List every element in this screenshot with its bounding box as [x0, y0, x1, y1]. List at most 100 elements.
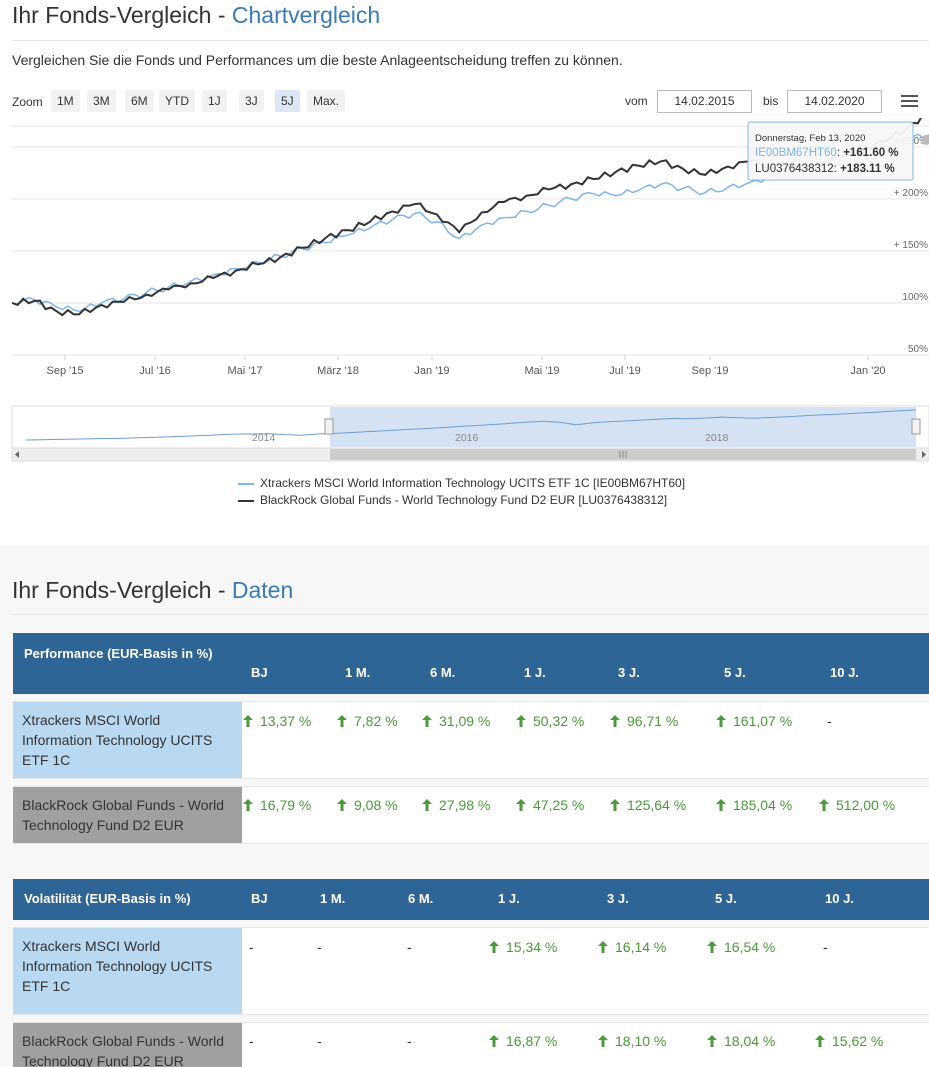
- navigator-handle-right[interactable]: [911, 418, 921, 435]
- chart-gridlines: [12, 125, 929, 356]
- value-cell: 27,98 %: [422, 797, 490, 813]
- intro-text: Vergleichen Sie die Fonds und Performanc…: [12, 52, 623, 68]
- legend-item-blackrock[interactable]: BlackRock Global Funds - World Technolog…: [238, 493, 667, 507]
- from-date-input[interactable]: 14.02.2015: [657, 90, 752, 113]
- x-tick-label: Jan '19: [414, 365, 449, 377]
- zoom-button-3j[interactable]: 3J: [239, 90, 264, 112]
- performance-table-header: Performance (EUR-Basis in %) BJ 1 M. 6 M…: [13, 633, 929, 694]
- value-cell: 47,25 %: [516, 797, 584, 813]
- value-cell: 13,37 %: [243, 713, 311, 729]
- zoom-label: Zoom: [12, 95, 43, 109]
- col-header-1j: 1 J.: [498, 891, 520, 906]
- value-cell: 15,34 %: [489, 939, 557, 955]
- table-row: Xtrackers MSCI World Information Technol…: [13, 927, 929, 1015]
- value-cell: 16,87 %: [489, 1033, 557, 1049]
- arrow-up-icon: [815, 1035, 825, 1047]
- performance-table: Performance (EUR-Basis in %) BJ 1 M. 6 M…: [13, 633, 929, 844]
- value-cell: 15,62 %: [815, 1033, 883, 1049]
- fund-name[interactable]: Xtrackers MSCI World Information Technol…: [13, 702, 242, 778]
- y-tick-label: + 200%: [894, 188, 928, 199]
- arrow-up-icon: [337, 715, 347, 727]
- navigator-year-2016: 2016: [455, 432, 479, 444]
- x-tick-label: Jan '20: [850, 365, 885, 377]
- value-cell: 18,04 %: [707, 1033, 775, 1049]
- value-cell: 16,54 %: [707, 939, 775, 955]
- zoom-button-5j[interactable]: 5J: [275, 90, 300, 112]
- arrow-up-icon: [516, 799, 526, 811]
- value-cell: 185,04 %: [716, 797, 792, 813]
- scroll-right-icon[interactable]: [922, 451, 926, 458]
- fund-name[interactable]: BlackRock Global Funds - World Technolog…: [13, 1023, 242, 1067]
- chart-tooltip: Donnerstag, Feb 13, 2020 IE00BM67HT60: +…: [747, 121, 914, 181]
- arrow-up-icon: [707, 1035, 717, 1047]
- navigator-selection[interactable]: [330, 407, 916, 447]
- legend-label: BlackRock Global Funds - World Technolog…: [260, 493, 668, 507]
- zoom-button-6m[interactable]: 6M: [125, 90, 154, 112]
- tooltip-series1-value: +161.60 %: [843, 147, 898, 159]
- value-cell: 18,10 %: [598, 1033, 666, 1049]
- x-tick-label: Mai '19: [524, 365, 559, 377]
- zoom-button-1j[interactable]: 1J: [202, 90, 227, 112]
- col-header-bj: BJ: [251, 891, 268, 906]
- value-cell: 31,09 %: [422, 713, 490, 729]
- value-cell: -: [407, 939, 412, 955]
- arrow-up-icon: [598, 1035, 608, 1047]
- navigator-year-2018: 2018: [705, 432, 729, 444]
- arrow-up-icon: [243, 715, 253, 727]
- fund-name[interactable]: Xtrackers MSCI World Information Technol…: [13, 928, 242, 1014]
- navigator-handle-left[interactable]: [324, 418, 334, 435]
- tooltip-series1: IE00BM67HT60: +161.60 %: [755, 147, 899, 159]
- col-header-5j: 5 J.: [715, 891, 737, 906]
- value-cell: -: [249, 939, 254, 955]
- arrow-up-icon: [716, 799, 726, 811]
- title-divider: [12, 40, 929, 41]
- navigator[interactable]: 2014 2016 2018: [0, 402, 929, 464]
- scrollbar-grip-icon[interactable]: [619, 451, 627, 458]
- zoom-button-1m[interactable]: 1M: [51, 90, 80, 112]
- arrow-up-icon: [610, 715, 620, 727]
- value-cell: -: [407, 1033, 412, 1049]
- scroll-left-icon[interactable]: [15, 451, 19, 458]
- arrow-up-icon: [716, 715, 726, 727]
- data-title-prefix: Ihr Fonds-Vergleich -: [12, 577, 232, 603]
- value-cell: 125,64 %: [610, 797, 686, 813]
- legend-swatch-black: [238, 499, 254, 502]
- col-header-1m: 1 M.: [345, 665, 371, 680]
- value-cell: 16,79 %: [243, 797, 311, 813]
- value-cell: 96,71 %: [610, 713, 678, 729]
- zoom-button-max[interactable]: Max.: [307, 90, 346, 112]
- to-label: bis: [763, 94, 779, 108]
- value-cell: -: [317, 1033, 322, 1049]
- col-header-6m: 6 M.: [408, 891, 434, 906]
- tooltip-series2: LU0376438312: +183.11 %: [755, 163, 895, 175]
- page-title-prefix: Ihr Fonds-Vergleich -: [12, 2, 232, 28]
- from-label: vom: [625, 94, 648, 108]
- performance-table-title: Performance (EUR-Basis in %): [24, 646, 213, 661]
- chart-menu-icon[interactable]: [901, 95, 918, 109]
- to-date-input[interactable]: 14.02.2020: [787, 90, 882, 113]
- arrow-up-icon: [610, 799, 620, 811]
- col-header-10j: 10 J.: [830, 665, 859, 680]
- value-cell: 512,00 %: [819, 797, 895, 813]
- series-marker: [921, 135, 929, 145]
- value-cell: -: [317, 939, 322, 955]
- volatility-table: Volatilität (EUR-Basis in %) BJ 1 M. 6 M…: [13, 879, 929, 1067]
- col-header-5j: 5 J.: [724, 665, 746, 680]
- x-tick-label: Sep '15: [47, 365, 84, 377]
- value-cell: -: [827, 713, 832, 729]
- fund-name[interactable]: BlackRock Global Funds - World Technolog…: [13, 787, 242, 843]
- col-header-1m: 1 M.: [320, 891, 346, 906]
- legend-item-xtrackers[interactable]: Xtrackers MSCI World Information Technol…: [238, 476, 685, 490]
- y-tick-label: 100%: [902, 292, 928, 303]
- col-header-1j: 1 J.: [524, 665, 546, 680]
- zoom-button-3m[interactable]: 3M: [87, 90, 116, 112]
- data-title-divider: [12, 614, 929, 615]
- arrow-up-icon: [489, 1035, 499, 1047]
- tooltip-series2-id: LU0376438312: [755, 163, 834, 175]
- col-header-3j: 3 J.: [607, 891, 629, 906]
- arrow-up-icon: [422, 799, 432, 811]
- zoom-button-ytd[interactable]: YTD: [159, 90, 195, 112]
- legend-label: Xtrackers MSCI World Information Technol…: [260, 476, 686, 490]
- volatility-table-header: Volatilität (EUR-Basis in %) BJ 1 M. 6 M…: [13, 879, 929, 920]
